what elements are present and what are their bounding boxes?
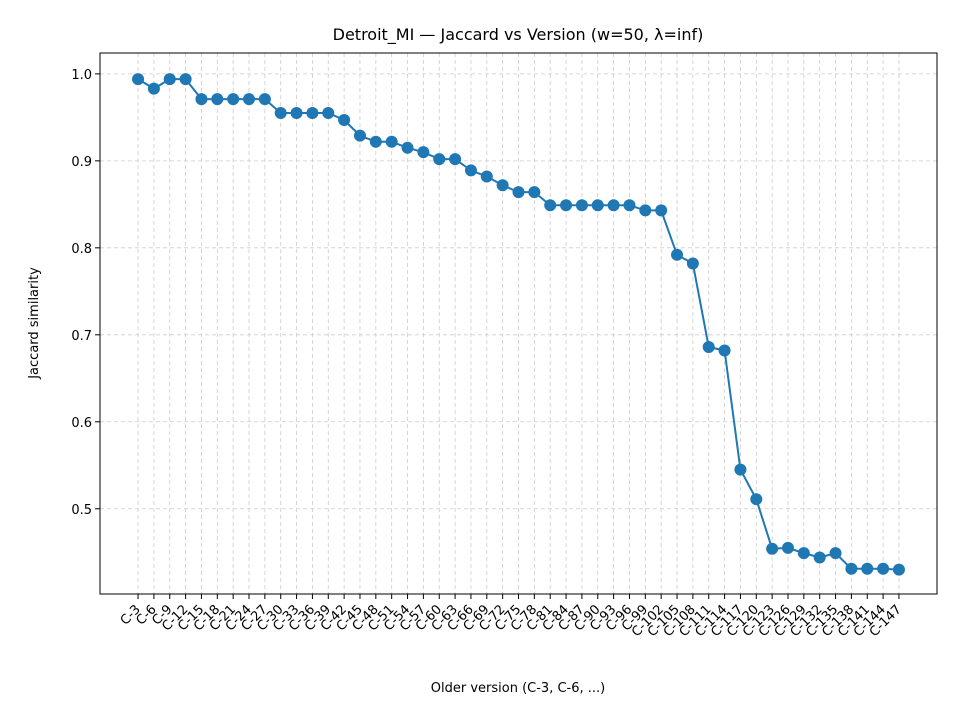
data-point	[591, 199, 604, 212]
data-point	[449, 153, 462, 166]
data-point	[163, 73, 176, 86]
data-point	[464, 164, 477, 177]
data-point	[258, 93, 271, 106]
data-point	[877, 562, 890, 575]
data-point	[845, 562, 858, 575]
data-point	[322, 107, 335, 120]
data-point	[750, 493, 763, 506]
data-point	[734, 463, 747, 476]
data-point	[813, 551, 826, 564]
plot-frame	[99, 52, 938, 595]
y-tick-label: 0.8	[71, 242, 92, 257]
data-point	[132, 73, 145, 86]
data-point	[401, 141, 414, 154]
data-point	[686, 257, 699, 270]
data-point	[211, 93, 224, 106]
data-point	[290, 107, 303, 120]
y-axis-label: Jaccard similarity	[27, 267, 42, 380]
data-point	[575, 199, 588, 212]
data-point	[718, 344, 731, 357]
data-point	[243, 93, 256, 106]
x-axis-label: Older version (C-3, C-6, ...)	[431, 681, 605, 696]
y-tick-label: 0.9	[71, 155, 92, 170]
data-point	[702, 340, 715, 353]
data-point	[829, 547, 842, 560]
data-point	[274, 107, 287, 120]
data-point	[338, 113, 351, 126]
data-point	[797, 547, 810, 560]
y-tick-label: 1.0	[71, 68, 92, 83]
chart-title: Detroit_MI — Jaccard vs Version (w=50, λ…	[333, 25, 704, 45]
data-point	[147, 82, 160, 95]
data-point	[639, 204, 652, 217]
data-point	[433, 153, 446, 166]
data-point	[512, 186, 525, 199]
y-tick-label: 0.5	[71, 503, 92, 518]
data-point	[766, 542, 779, 555]
data-point	[417, 146, 430, 159]
data-point	[195, 93, 208, 106]
data-point	[306, 107, 319, 120]
data-point	[353, 129, 366, 142]
data-point	[655, 204, 668, 217]
data-point	[227, 93, 240, 106]
data-point	[892, 563, 905, 576]
data-point	[671, 248, 684, 261]
y-tick-label: 0.6	[71, 416, 92, 431]
data-point	[496, 179, 509, 192]
data-point	[607, 199, 620, 212]
data-point	[560, 199, 573, 212]
data-point	[179, 73, 192, 86]
data-point	[369, 135, 382, 148]
data-point	[781, 541, 794, 554]
data-point	[480, 170, 493, 183]
data-point	[528, 186, 541, 199]
data-point	[544, 199, 557, 212]
y-tick-label: 0.7	[71, 329, 92, 344]
data-point	[385, 135, 398, 148]
data-point	[861, 562, 874, 575]
data-point	[623, 199, 636, 212]
